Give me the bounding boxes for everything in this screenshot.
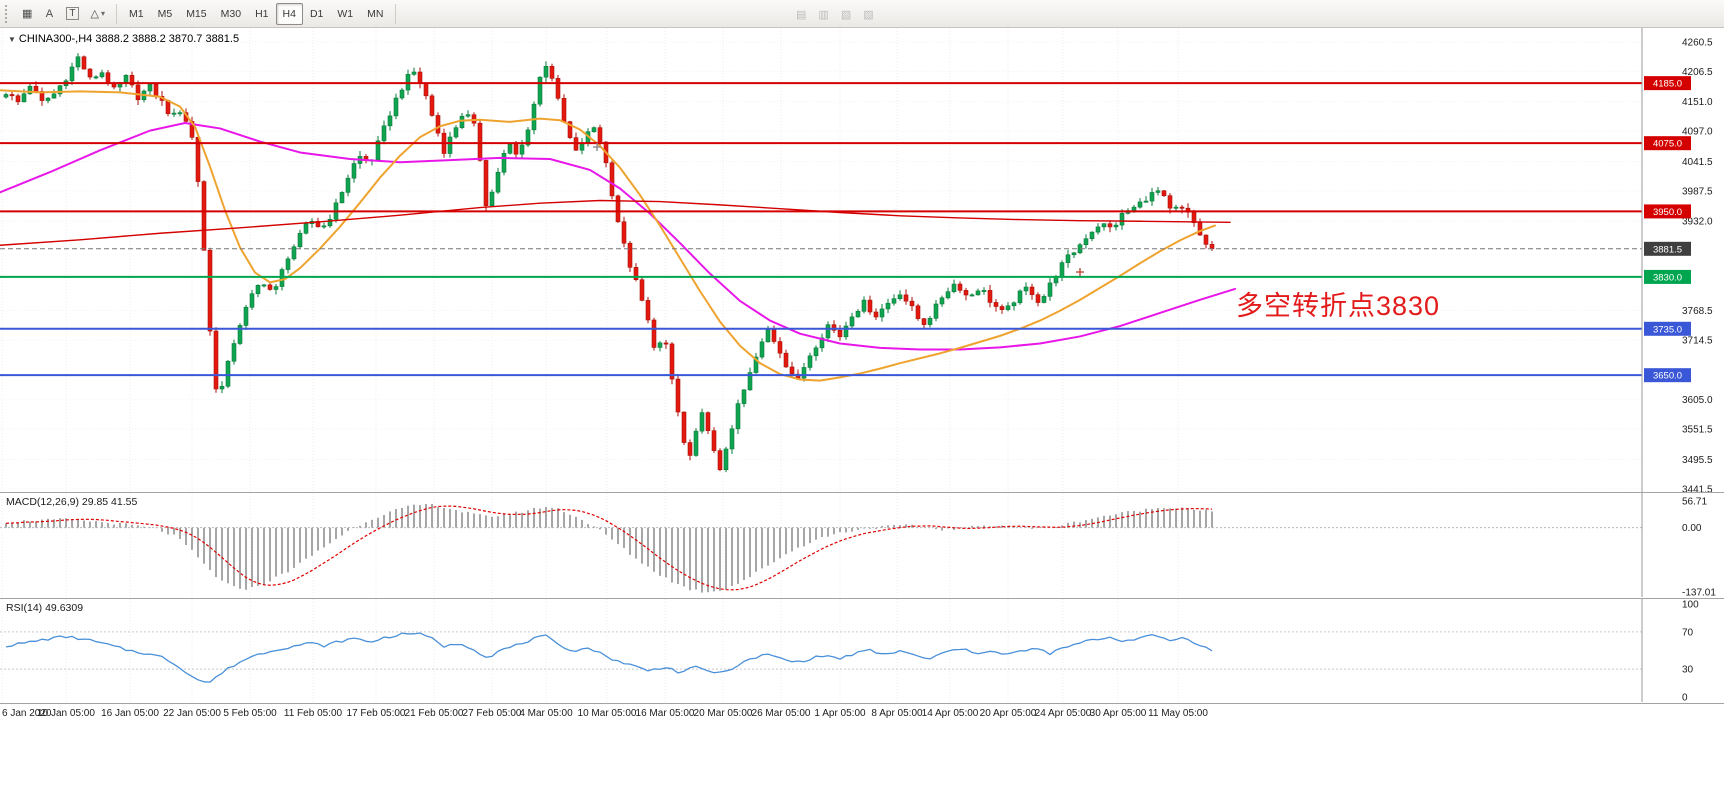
- macd-tick-label: -137.01: [1682, 588, 1716, 597]
- toolbar-extra-icon-3[interactable]: ▧: [840, 8, 852, 21]
- price-tick-label: 4097.0: [1682, 127, 1713, 138]
- svg-text:4185.0: 4185.0: [1653, 79, 1682, 90]
- candlestick-series: [3, 53, 1215, 473]
- chart-icon[interactable]: ▦: [22, 8, 33, 20]
- price-tick-label: 4206.5: [1682, 67, 1713, 78]
- timeframe-group: M1 M5 M15 M30 H1 H4 D1 W1 MN: [122, 2, 390, 25]
- title-dropdown-icon[interactable]: ▼: [8, 35, 16, 44]
- price-tick-label: 3768.5: [1682, 306, 1713, 317]
- toolbar: ▦ A T △ ▾ M1 M5 M15 M30 H1 H4 D1 W1 MN ▤ ▥ ▧ ▨: [0, 0, 1724, 28]
- rsi-tick-label: 0: [1682, 693, 1688, 702]
- timeframe-button-w1[interactable]: W1: [337, 7, 354, 20]
- timeframe-button-m1[interactable]: M1: [129, 7, 144, 20]
- price-tick-label: 3932.0: [1682, 217, 1713, 228]
- level-price-tag: [1644, 204, 1691, 219]
- symbol-name: CHINA300-,H4: [18, 33, 93, 45]
- svg-text:3735.0: 3735.0: [1653, 324, 1682, 335]
- price-tick-label: 4151.0: [1682, 97, 1713, 108]
- rsi-tick-label: 100: [1682, 599, 1699, 610]
- price-tick-label: 3605.0: [1682, 395, 1713, 406]
- time-axis-label: 14 Apr 05:00: [921, 708, 979, 719]
- time-axis-label: 20 Apr 05:00: [979, 708, 1037, 719]
- price-tick-label: 3441.5: [1682, 484, 1713, 492]
- time-axis-label: 4 Mar 05:00: [519, 708, 573, 719]
- time-axis-label: 8 Apr 05:00: [871, 708, 923, 719]
- extra-icons-group: ▤ ▥ ▧ ▨: [790, 3, 880, 25]
- timeframe-button-m15[interactable]: M15: [186, 7, 207, 20]
- rsi-label: RSI(14) 49.6309: [6, 602, 84, 614]
- svg-text:3950.0: 3950.0: [1653, 207, 1682, 218]
- timeframe-button-mn[interactable]: MN: [367, 7, 384, 20]
- macd-label: MACD(12,26,9) 29.85 41.55: [6, 496, 138, 508]
- price-tick-label: 3551.5: [1682, 424, 1713, 435]
- time-axis-label: 30 Apr 05:00: [1089, 708, 1147, 719]
- macd-signal-line: [5, 505, 1213, 591]
- svg-text:3650.0: 3650.0: [1653, 371, 1682, 382]
- time-axis-label: 6 Jan 2020: [2, 708, 52, 719]
- time-axis-label: 16 Mar 05:00: [635, 708, 695, 719]
- rsi-line: [5, 632, 1213, 683]
- text-label-icon[interactable]: T: [60, 3, 84, 25]
- macd-indicator-panel[interactable]: 56.71 0.00 -137.01: [0, 492, 1724, 597]
- price-tick-label: 3987.5: [1682, 186, 1713, 197]
- timeframe-button-d1[interactable]: D1: [309, 7, 324, 20]
- level-price-tag: [1644, 136, 1691, 151]
- time-axis-label: 10 Jan 05:00: [37, 708, 95, 719]
- time-axis-label: 27 Feb 05:00: [462, 708, 522, 719]
- level-price-tag: [1644, 269, 1691, 284]
- time-axis-label: 11 May 05:00: [1148, 708, 1208, 719]
- cursor-a-icon[interactable]: A: [45, 7, 54, 20]
- time-axis-label: 21 Feb 05:00: [404, 708, 464, 719]
- shapes-icon[interactable]: △ ▾: [90, 8, 105, 20]
- time-axis-label: 1 Apr 05:00: [814, 708, 866, 719]
- main-price-chart[interactable]: 4260.5 4206.5 4151.0 4097.0 4041.5 3987.5 3932…: [0, 28, 1724, 492]
- toolbar-extra-icon-1[interactable]: ▤: [796, 8, 807, 21]
- time-axis-label: 24 Apr 05:00: [1034, 708, 1092, 719]
- rsi-indicator-panel[interactable]: 100 70 30 0: [0, 598, 1724, 702]
- svg-text:3830.0: 3830.0: [1653, 272, 1682, 283]
- chart-title: ▼ CHINA300-,H4 3888.2 3888.2 3870.7 3881.…: [8, 33, 239, 45]
- macd-tick-label: 56.71: [1682, 497, 1707, 508]
- toolbar-extra-icon-4[interactable]: ▨: [863, 8, 874, 21]
- time-axis-label: 16 Jan 05:00: [101, 708, 159, 719]
- rsi-tick-label: 30: [1682, 665, 1694, 676]
- toolbar-separator: [395, 3, 397, 24]
- toolbar-grip[interactable]: [5, 4, 11, 23]
- price-tick-label: 3495.5: [1682, 455, 1713, 466]
- price-tick-label: 4041.5: [1682, 157, 1713, 168]
- time-axis-label: 26 Mar 05:00: [751, 708, 811, 719]
- macd-tick-label: 0.00: [1682, 523, 1702, 534]
- time-axis-label: 10 Mar 05:00: [577, 708, 637, 719]
- ohlc-values: 3888.2 3888.2 3870.7 3881.5: [95, 33, 240, 45]
- chevron-down-icon[interactable]: ▾: [100, 9, 105, 18]
- ma-slow-magenta: [0, 121, 1236, 351]
- text-annotation[interactable]: 多空转折点3830: [1236, 291, 1441, 321]
- toolbar-separator: [116, 3, 117, 24]
- ma-long-red: [0, 199, 1231, 246]
- time-axis[interactable]: 6 Jan 2020 10 Jan 05:00 16 Jan 05:00 22 Jan…: [0, 703, 1724, 725]
- time-axis-label: 5 Feb 05:00: [223, 708, 277, 719]
- toolbar-extra-icon-2[interactable]: ▥: [818, 8, 829, 21]
- price-tick-label: 3714.5: [1682, 335, 1713, 346]
- price-tick-label: 4260.5: [1682, 37, 1713, 48]
- level-price-tag: [1644, 321, 1691, 336]
- ma-mid-orange: [0, 89, 1216, 382]
- timeframe-button-m30[interactable]: M30: [220, 7, 242, 20]
- time-axis-label: 11 Feb 05:00: [283, 708, 343, 719]
- time-axis-label: 17 Feb 05:00: [346, 708, 406, 719]
- level-price-tag: [1644, 368, 1691, 383]
- time-axis-label: 20 Mar 05:00: [693, 708, 753, 719]
- time-axis-label: 22 Jan 05:00: [163, 708, 221, 719]
- svg-text:4075.0: 4075.0: [1653, 139, 1682, 150]
- timeframe-button-h4[interactable]: H4: [275, 2, 303, 25]
- drawing-tools-group: ▦ A T △ ▾: [16, 3, 111, 25]
- svg-text:3881.5: 3881.5: [1653, 244, 1682, 255]
- timeframe-button-m5[interactable]: M5: [157, 7, 173, 20]
- rsi-tick-label: 70: [1682, 627, 1694, 638]
- current-price-tag: [1644, 241, 1691, 256]
- level-price-tag: [1644, 76, 1691, 91]
- timeframe-button-h1[interactable]: H1: [255, 7, 269, 20]
